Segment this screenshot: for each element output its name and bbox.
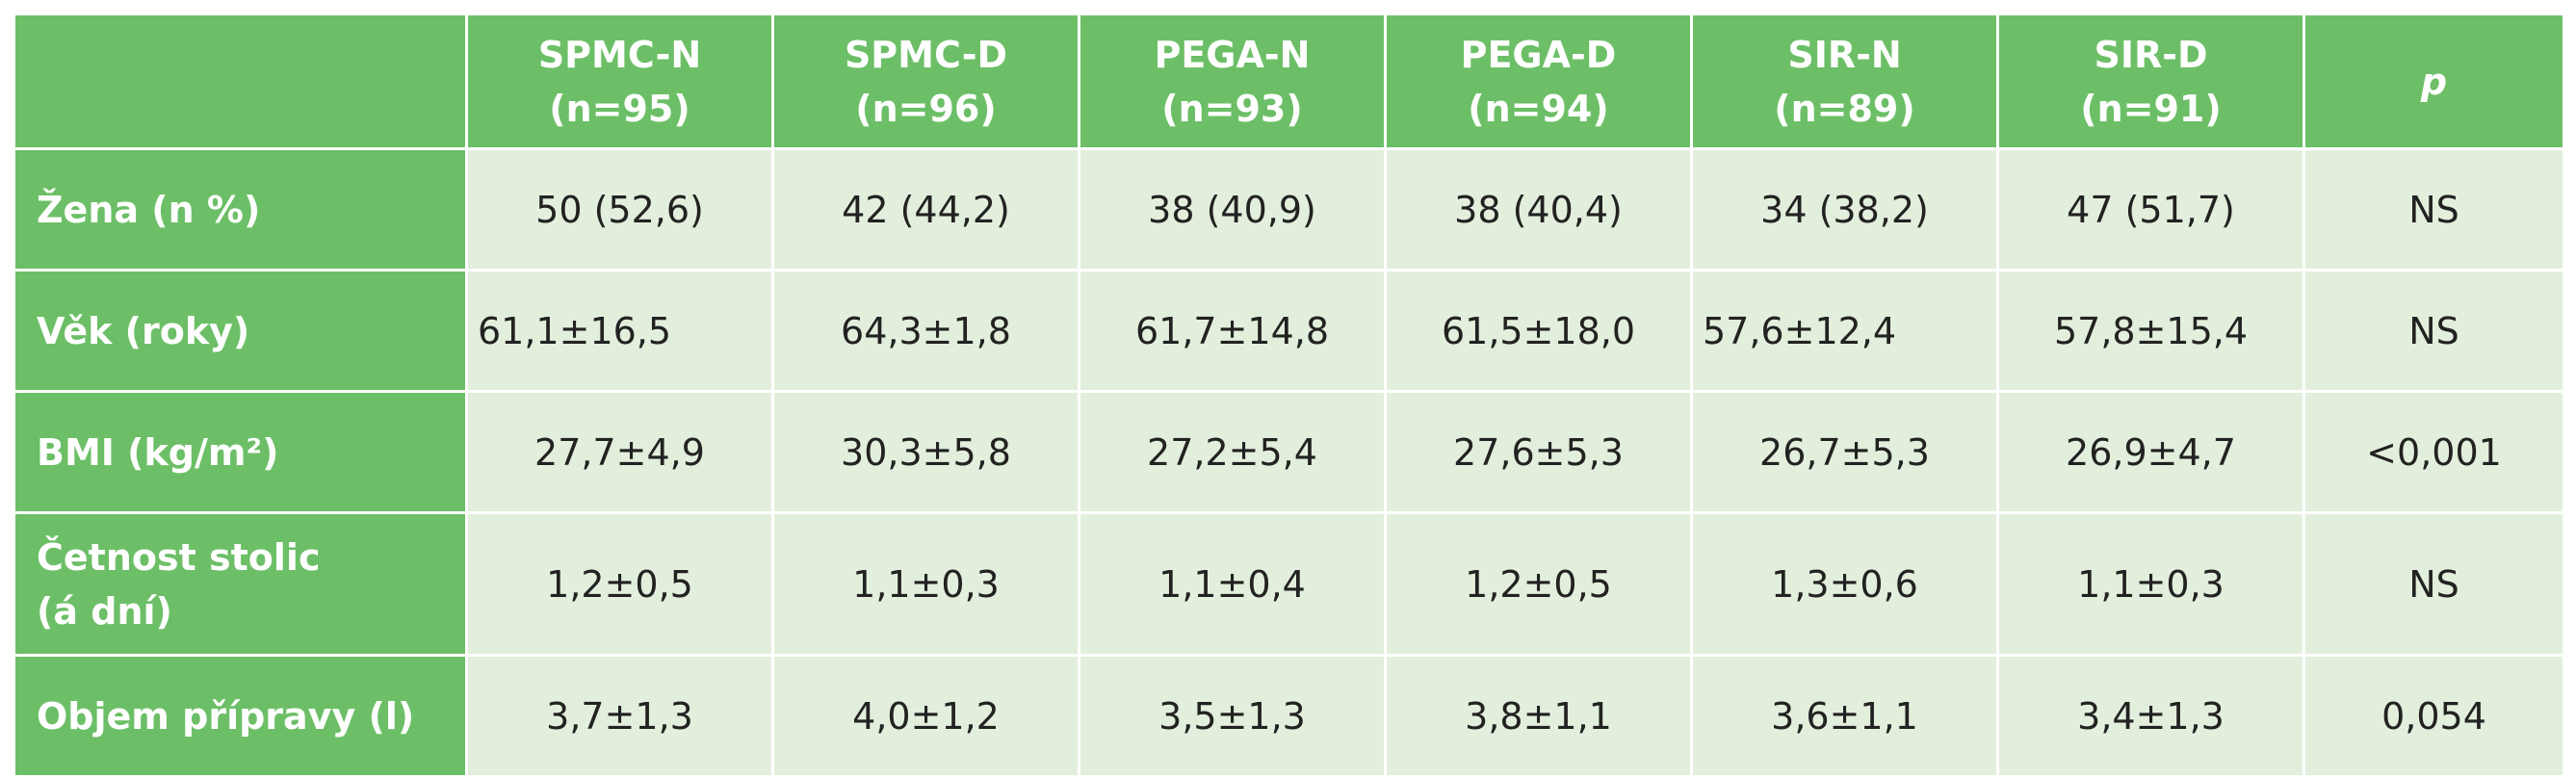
- table-cell: 1,2±0,5: [465, 511, 774, 657]
- table-cell: 27,6±5,3: [1384, 390, 1693, 514]
- table-cell: 3,5±1,3: [1078, 654, 1387, 778]
- p-value-cell: 0,054: [2303, 654, 2565, 778]
- table-cell: 3,4±1,3: [1996, 654, 2305, 778]
- row-header: Objem přípravy (l): [13, 654, 468, 778]
- corner-header-cell: [13, 13, 468, 150]
- table-cell: 1,1±0,3: [771, 511, 1080, 657]
- table-cell: 3,7±1,3: [465, 654, 774, 778]
- row-header: Četnost stolic (á dní): [13, 511, 468, 657]
- table-cell: 26,9±4,7: [1996, 390, 2305, 514]
- table-cell: 1,2±0,5: [1384, 511, 1693, 657]
- row-header: BMI (kg/m²): [13, 390, 468, 514]
- table-cell: 27,2±5,4: [1078, 390, 1387, 514]
- table-row-bmi: BMI (kg/m²) 27,7±4,9 30,3±5,8 27,2±5,4 2…: [13, 390, 2565, 514]
- table-cell: 61,5±18,0: [1384, 269, 1693, 393]
- table-cell: 61,7±14,8: [1078, 269, 1387, 393]
- table-row-vek: Věk (roky) 61,1±16,5 64,3±1,8 61,7±14,8 …: [13, 269, 2565, 393]
- table-row-cetnost-stolic: Četnost stolic (á dní) 1,2±0,5 1,1±0,3 1,…: [13, 511, 2565, 657]
- column-header-spmc-d: SPMC-D (n=96): [771, 13, 1080, 150]
- table-cell: 38 (40,9): [1078, 147, 1387, 272]
- table-cell: 57,8±15,4: [1996, 269, 2305, 393]
- row-header: Žena (n %): [13, 147, 468, 272]
- column-header-sir-n: SIR-N (n=89): [1690, 13, 1999, 150]
- table-cell: 26,7±5,3: [1690, 390, 1999, 514]
- table-cell: 3,6±1,1: [1690, 654, 1999, 778]
- table-cell: 47 (51,7): [1996, 147, 2305, 272]
- column-header-pega-n: PEGA-N (n=93): [1078, 13, 1387, 150]
- p-value-cell: NS: [2303, 147, 2565, 272]
- p-value-cell: NS: [2303, 269, 2565, 393]
- table-cell: 61,1±16,5: [465, 269, 774, 393]
- column-header-sir-d: SIR-D (n=91): [1996, 13, 2305, 150]
- table-cell: 50 (52,6): [465, 147, 774, 272]
- table-cell: 1,3±0,6: [1690, 511, 1999, 657]
- p-value-cell: <0,001: [2303, 390, 2565, 514]
- table-cell: 4,0±1,2: [771, 654, 1080, 778]
- table-cell: 64,3±1,8: [771, 269, 1080, 393]
- table-cell: 1,1±0,4: [1078, 511, 1387, 657]
- column-header-spmc-n: SPMC-N (n=95): [465, 13, 774, 150]
- table-row-objem-pripravy: Objem přípravy (l) 3,7±1,3 4,0±1,2 3,5±1…: [13, 654, 2565, 778]
- column-header-p: p: [2303, 13, 2565, 150]
- header-row: SPMC-N (n=95) SPMC-D (n=96) PEGA-N (n=93) P…: [13, 13, 2565, 150]
- column-header-pega-d: PEGA-D (n=94): [1384, 13, 1693, 150]
- table-row-zena: Žena (n %) 50 (52,6) 42 (44,2) 38 (40,9)…: [13, 147, 2565, 272]
- table-cell: 30,3±5,8: [771, 390, 1080, 514]
- table-cell: 42 (44,2): [771, 147, 1080, 272]
- data-table: SPMC-N (n=95) SPMC-D (n=96) PEGA-N (n=93) P…: [13, 13, 2565, 778]
- table-cell: 34 (38,2): [1690, 147, 1999, 272]
- table-cell: 3,8±1,1: [1384, 654, 1693, 778]
- table-cell: 38 (40,4): [1384, 147, 1693, 272]
- table-cell: 1,1±0,3: [1996, 511, 2305, 657]
- table-cell: 57,6±12,4: [1690, 269, 1999, 393]
- row-header: Věk (roky): [13, 269, 468, 393]
- table-container: SPMC-N (n=95) SPMC-D (n=96) PEGA-N (n=93) P…: [13, 13, 2565, 778]
- table-cell: 27,7±4,9: [465, 390, 774, 514]
- p-value-cell: NS: [2303, 511, 2565, 657]
